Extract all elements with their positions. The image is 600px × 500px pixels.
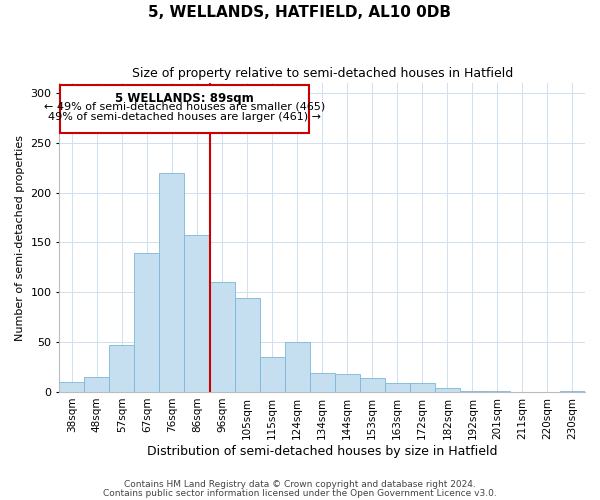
Text: 5, WELLANDS, HATFIELD, AL10 0DB: 5, WELLANDS, HATFIELD, AL10 0DB xyxy=(149,5,452,20)
Text: 5 WELLANDS: 89sqm: 5 WELLANDS: 89sqm xyxy=(115,92,254,105)
Text: Contains public sector information licensed under the Open Government Licence v3: Contains public sector information licen… xyxy=(103,489,497,498)
Bar xyxy=(310,373,335,392)
Text: Contains HM Land Registry data © Crown copyright and database right 2024.: Contains HM Land Registry data © Crown c… xyxy=(124,480,476,489)
Bar xyxy=(59,382,85,392)
Bar xyxy=(560,391,585,392)
Bar xyxy=(260,357,284,392)
Bar xyxy=(134,254,160,392)
Bar xyxy=(485,391,510,392)
Bar xyxy=(235,298,260,392)
Bar xyxy=(360,378,385,392)
X-axis label: Distribution of semi-detached houses by size in Hatfield: Distribution of semi-detached houses by … xyxy=(147,444,497,458)
Bar xyxy=(284,342,310,392)
Bar xyxy=(410,383,435,392)
Bar xyxy=(209,282,235,392)
Text: 49% of semi-detached houses are larger (461) →: 49% of semi-detached houses are larger (… xyxy=(48,112,321,122)
Bar xyxy=(109,345,134,392)
Bar xyxy=(160,172,184,392)
Text: ← 49% of semi-detached houses are smaller (465): ← 49% of semi-detached houses are smalle… xyxy=(44,102,325,112)
Bar xyxy=(435,388,460,392)
Y-axis label: Number of semi-detached properties: Number of semi-detached properties xyxy=(15,134,25,340)
Bar xyxy=(85,377,109,392)
FancyBboxPatch shape xyxy=(60,85,309,133)
Bar xyxy=(335,374,360,392)
Bar xyxy=(460,391,485,392)
Bar xyxy=(385,383,410,392)
Title: Size of property relative to semi-detached houses in Hatfield: Size of property relative to semi-detach… xyxy=(131,68,513,80)
Bar xyxy=(184,234,209,392)
